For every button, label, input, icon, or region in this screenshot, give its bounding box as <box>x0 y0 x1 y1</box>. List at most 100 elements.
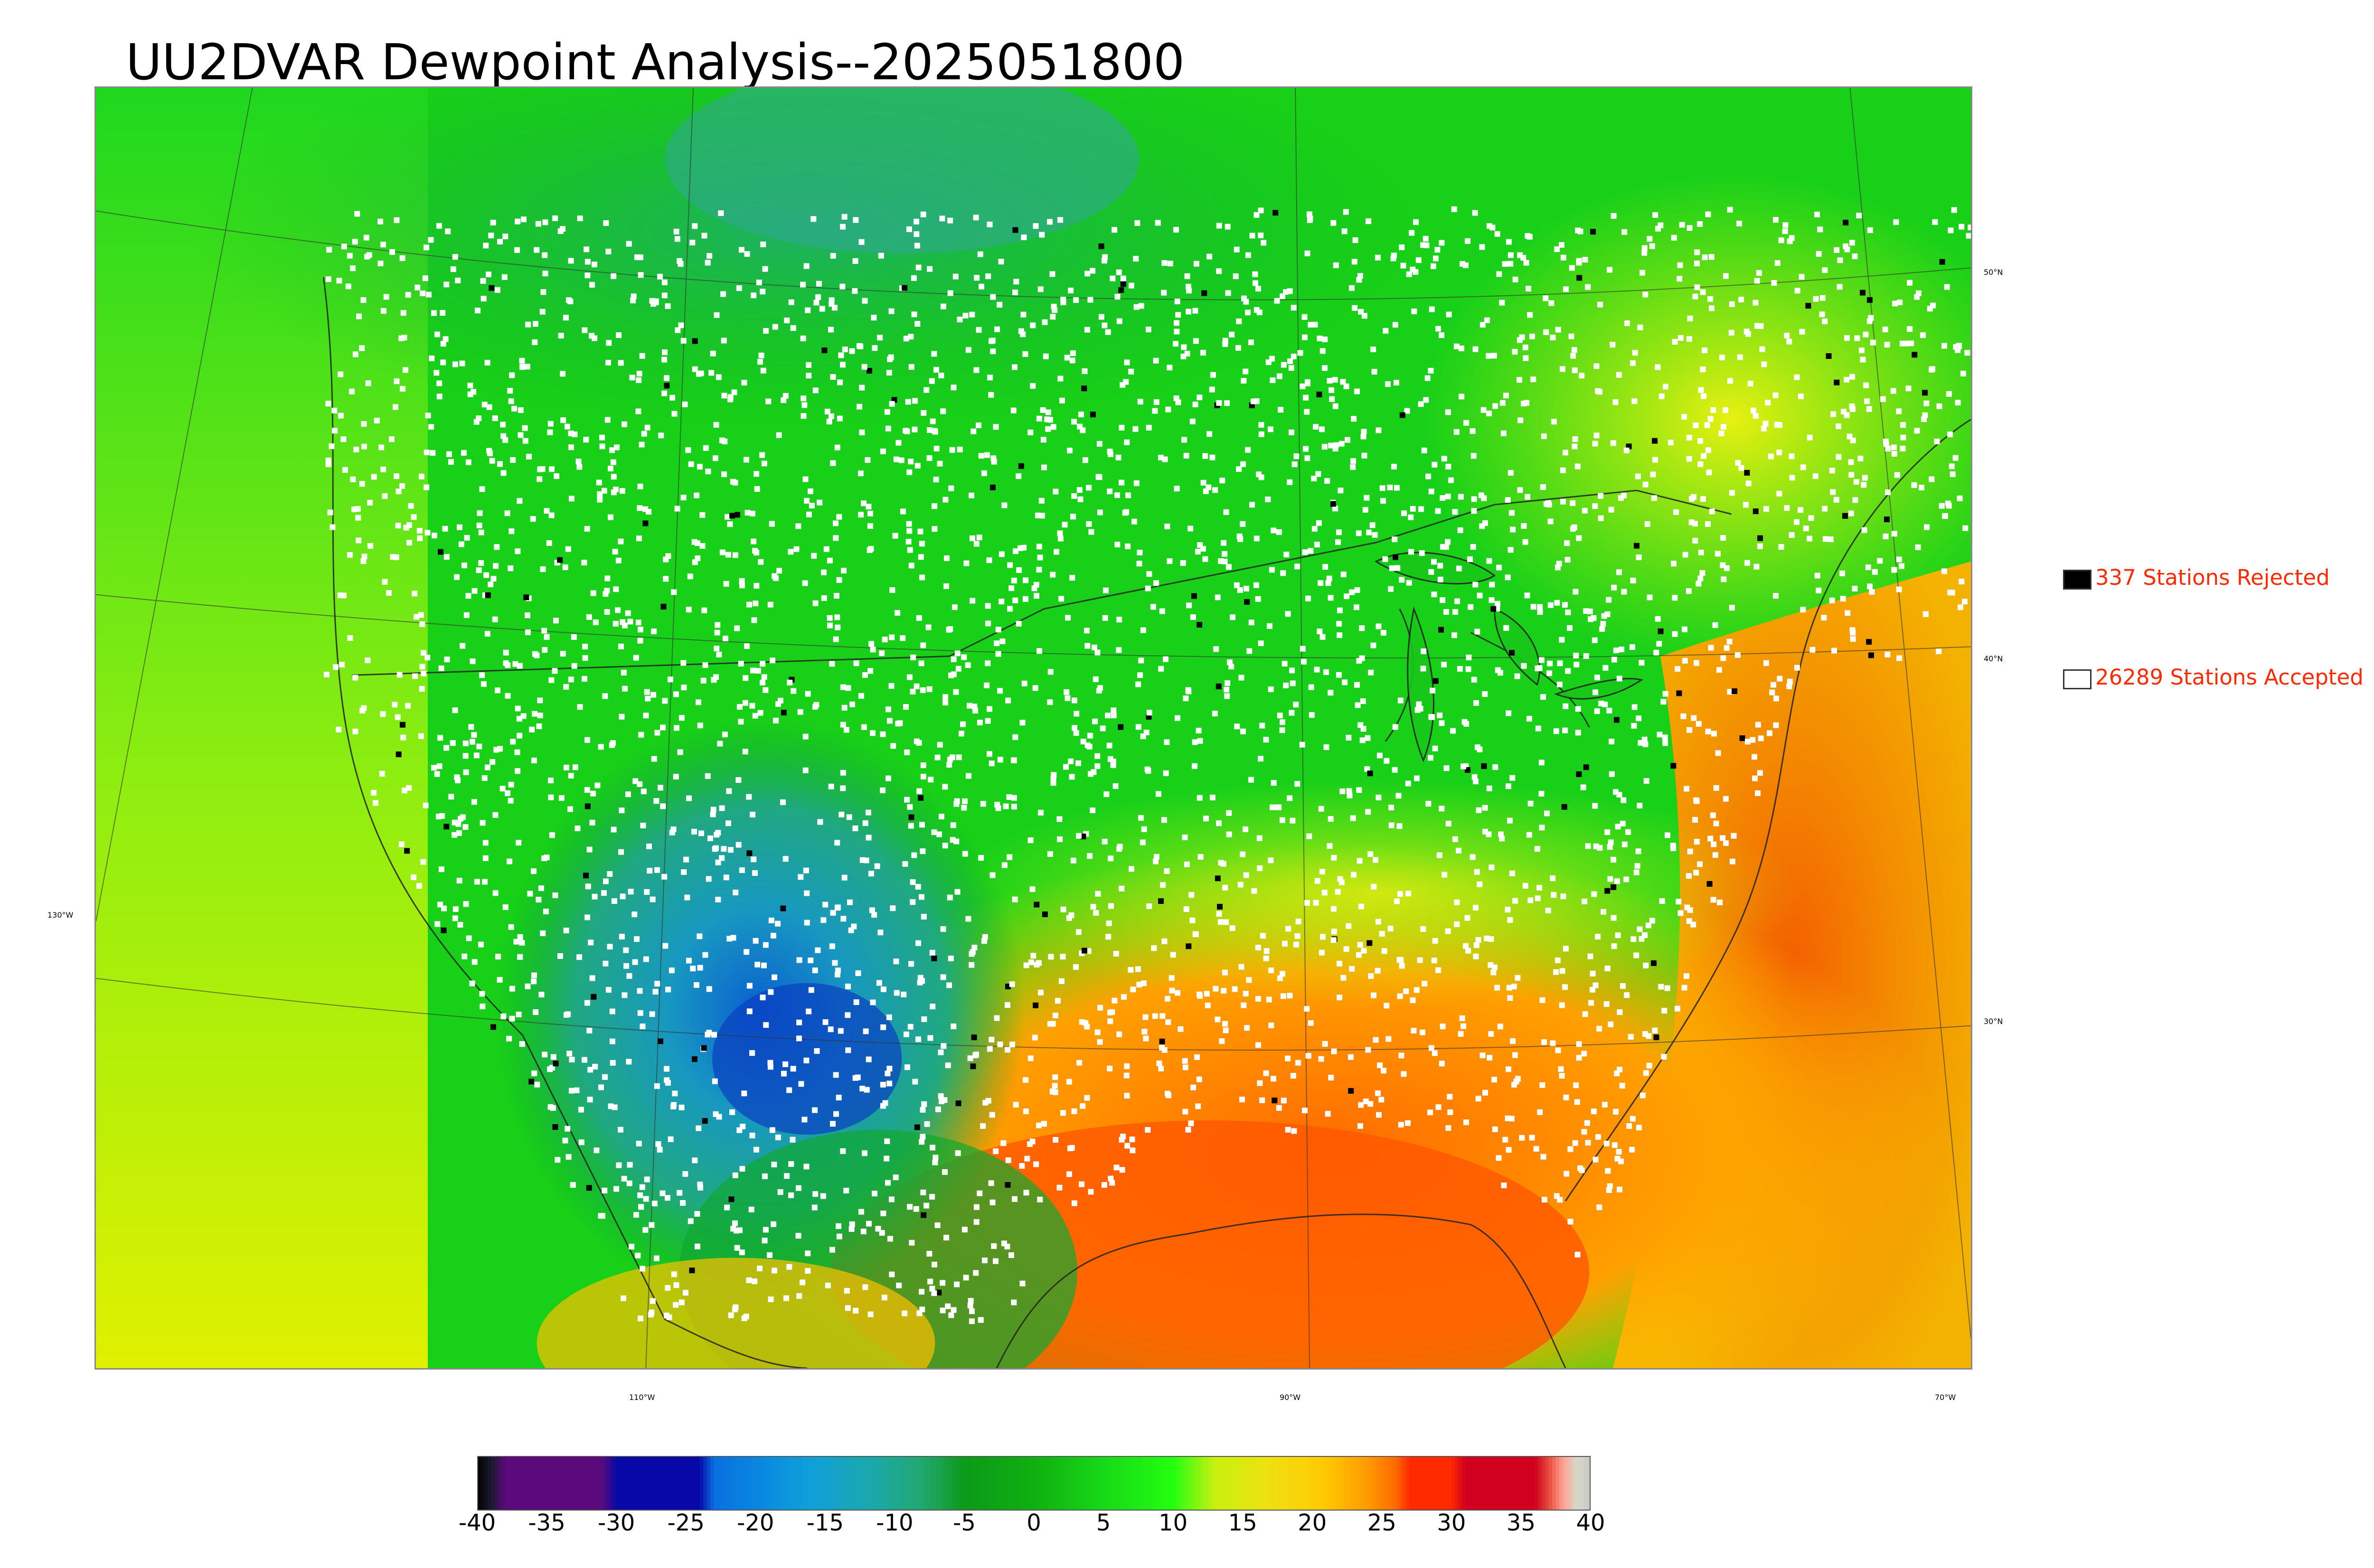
station-marker <box>1161 290 1167 296</box>
station-marker <box>1135 724 1141 730</box>
station-marker <box>1410 266 1416 272</box>
station-marker <box>1798 393 1804 399</box>
station-marker <box>1675 666 1681 672</box>
station-marker <box>680 1200 686 1206</box>
station-marker <box>963 1275 969 1281</box>
station-marker <box>961 1227 968 1233</box>
station-marker <box>1283 289 1289 295</box>
station-marker <box>418 733 424 739</box>
station-marker <box>1387 926 1394 932</box>
station-marker <box>1302 549 1308 555</box>
station-marker <box>1509 870 1515 876</box>
station-marker <box>889 587 895 593</box>
station-marker <box>471 588 478 594</box>
colorbar-segment <box>1531 1456 1536 1511</box>
station-marker <box>623 963 630 969</box>
station-marker <box>1108 903 1114 909</box>
station-marker <box>849 701 855 707</box>
station-marker <box>1697 861 1703 867</box>
colorbar-segment <box>923 1456 927 1511</box>
station-marker <box>1090 904 1096 910</box>
station-marker <box>920 687 926 693</box>
station-marker <box>729 1109 735 1115</box>
station-marker <box>1069 1145 1075 1151</box>
station-marker <box>1439 806 1445 812</box>
station-marker <box>806 511 812 517</box>
station-marker <box>933 445 940 451</box>
colorbar-segment <box>797 1456 801 1511</box>
station-marker <box>1507 547 1514 553</box>
station-marker <box>553 618 559 624</box>
station-marker <box>633 1212 639 1218</box>
station-marker <box>1012 364 1018 370</box>
station-marker <box>803 263 810 269</box>
station-marker <box>1537 1109 1543 1115</box>
station-marker <box>1376 1112 1382 1118</box>
station-marker <box>1957 495 1963 501</box>
station-marker <box>1271 527 1277 534</box>
station-marker <box>1596 1204 1602 1211</box>
station-marker <box>1512 348 1518 355</box>
station-marker <box>911 852 917 858</box>
station-marker <box>788 299 794 305</box>
station-marker <box>703 445 709 451</box>
station-marker <box>505 662 511 668</box>
station-marker <box>1018 463 1024 469</box>
station-marker <box>851 923 857 930</box>
station-marker <box>430 450 436 456</box>
station-marker <box>694 1243 700 1249</box>
station-marker <box>1304 250 1310 256</box>
colorbar-segment <box>669 1456 673 1511</box>
colorbar-segment <box>1117 1456 1121 1511</box>
station-marker <box>1617 1009 1623 1015</box>
station-marker <box>1968 224 1971 230</box>
colorbar-segment <box>1222 1456 1226 1511</box>
station-marker <box>1659 898 1665 904</box>
station-marker <box>441 927 447 933</box>
station-marker <box>1200 546 1206 552</box>
colorbar <box>477 1456 1591 1511</box>
station-marker <box>1474 744 1480 751</box>
station-marker <box>838 811 845 817</box>
station-marker <box>481 402 488 408</box>
station-marker <box>894 990 900 996</box>
station-marker <box>1190 614 1196 620</box>
station-marker <box>1119 424 1125 431</box>
station-marker <box>1530 376 1536 383</box>
station-marker <box>1023 1077 1029 1083</box>
station-marker <box>1223 919 1229 925</box>
station-marker <box>582 327 588 333</box>
station-marker <box>914 683 920 689</box>
station-marker <box>1039 513 1045 519</box>
station-marker <box>1190 1084 1196 1090</box>
station-marker <box>1651 495 1657 501</box>
station-marker <box>606 340 612 346</box>
station-marker <box>1085 948 1092 954</box>
station-marker <box>981 470 987 476</box>
station-marker <box>1729 858 1735 864</box>
station-marker <box>415 284 421 291</box>
colorbar-segment <box>825 1456 829 1511</box>
station-marker <box>1388 586 1394 592</box>
station-marker <box>475 308 481 314</box>
station-marker <box>479 991 485 997</box>
station-marker <box>1192 401 1198 407</box>
station-marker <box>1319 934 1326 940</box>
station-marker <box>589 975 595 981</box>
station-marker <box>1308 322 1314 328</box>
colorbar-segment <box>1100 1456 1104 1511</box>
station-marker <box>1280 719 1285 725</box>
station-marker <box>469 739 475 745</box>
station-marker <box>828 327 834 333</box>
station-marker <box>1939 259 1945 265</box>
station-marker <box>1036 415 1042 422</box>
station-marker <box>1829 468 1835 474</box>
station-marker <box>1393 554 1399 560</box>
station-marker <box>834 840 840 846</box>
station-marker <box>951 671 957 677</box>
station-marker <box>842 347 848 353</box>
station-marker <box>1068 912 1074 918</box>
station-marker <box>1708 254 1715 260</box>
station-marker <box>1142 1014 1149 1020</box>
station-marker <box>1652 212 1658 218</box>
